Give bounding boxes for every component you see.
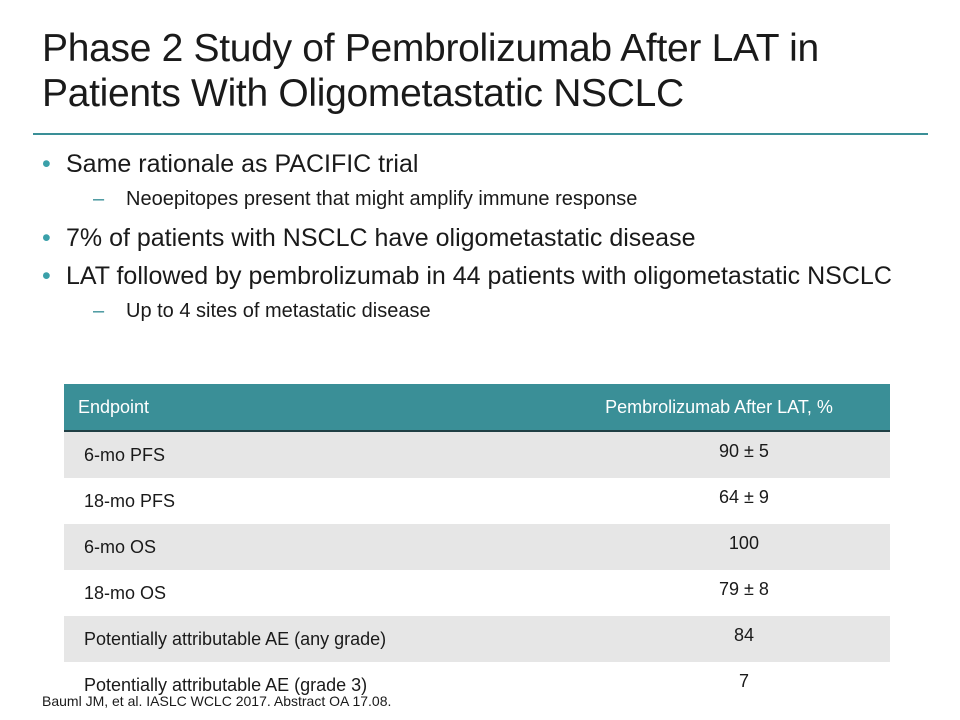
bullet-text: Same rationale as PACIFIC trial	[66, 150, 419, 178]
endpoint-cell: 6-mo PFS	[64, 431, 548, 478]
sub-bullet-text: Neoepitopes present that might amplify i…	[126, 188, 638, 210]
dash-icon: –	[93, 300, 105, 322]
endpoint-cell: Potentially attributable AE (any grade)	[64, 616, 548, 662]
bullet-item: • LAT followed by pembrolizumab in 44 pa…	[40, 260, 920, 292]
bullet-icon: •	[42, 224, 51, 252]
value-cell: 7	[738, 670, 749, 691]
bullet-text: 7% of patients with NSCLC have oligometa…	[66, 224, 696, 252]
table-row: 18-mo OS 79 ± 8	[64, 570, 890, 616]
slide-title: Phase 2 Study of Pembrolizumab After LAT…	[42, 27, 819, 115]
dash-icon: –	[93, 188, 105, 210]
endpoint-cell: 6-mo OS	[64, 524, 548, 570]
bullet-icon: •	[42, 150, 51, 178]
table-row: Potentially attributable AE (grade 3) 7	[64, 662, 890, 708]
bullet-list: • Same rationale as PACIFIC trial – Neoe…	[40, 148, 920, 334]
title-divider	[33, 133, 928, 135]
value-cell: 100	[547, 524, 890, 570]
endpoint-cell: 18-mo PFS	[84, 490, 176, 511]
sub-bullet-text: Up to 4 sites of metastatic disease	[126, 300, 431, 322]
table-header-row: Endpoint Pembrolizumab After LAT, %	[64, 384, 890, 432]
bullet-text: LAT followed by pembrolizumab in 44 pati…	[66, 262, 892, 290]
table-row: 18-mo PFS 64 ± 9	[64, 478, 890, 524]
table-row: 6-mo OS 100	[64, 524, 890, 570]
header-endpoint: Endpoint	[64, 384, 548, 432]
value-cell: 64 ± 9	[718, 486, 769, 507]
bullet-item: • Same rationale as PACIFIC trial	[40, 148, 920, 180]
header-value: Pembrolizumab After LAT, %	[547, 384, 890, 432]
citation: Bauml JM, et al. IASLC WCLC 2017. Abstra…	[42, 693, 392, 709]
value-cell: 90 ± 5	[547, 431, 890, 478]
table-row: Potentially attributable AE (any grade) …	[64, 616, 890, 662]
bullet-icon: •	[42, 262, 51, 290]
endpoint-cell: 18-mo OS	[84, 582, 167, 603]
sub-bullet-item: – Up to 4 sites of metastatic disease	[40, 298, 920, 324]
table-row: 6-mo PFS 90 ± 5	[64, 431, 890, 478]
value-cell: 84	[547, 616, 890, 662]
bullet-item: • 7% of patients with NSCLC have oligome…	[40, 222, 920, 254]
sub-bullet-item: – Neoepitopes present that might amplify…	[40, 186, 920, 212]
value-cell: 79 ± 8	[718, 578, 769, 599]
results-table: Endpoint Pembrolizumab After LAT, % 6-mo…	[64, 384, 890, 708]
endpoint-cell: Potentially attributable AE (grade 3)	[84, 674, 368, 695]
